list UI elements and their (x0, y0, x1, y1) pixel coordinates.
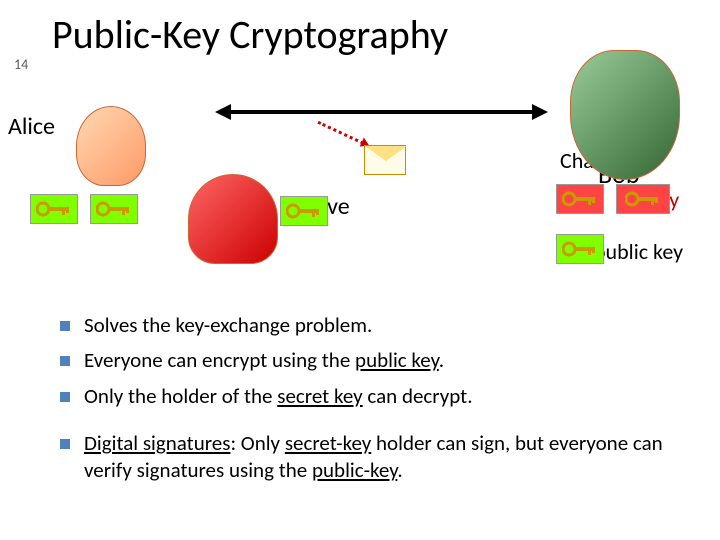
bullet-marker-icon (60, 392, 70, 402)
alice-key-icon-2 (90, 194, 138, 224)
eve-key-icon (280, 196, 328, 226)
bullet-text: Everyone can encrypt using the public ke… (84, 347, 444, 374)
communication-arrow (225, 110, 535, 114)
public-key-label: public key (594, 238, 683, 265)
eve-character (188, 174, 278, 264)
bullet-item: Solves the key-exchange problem. (60, 312, 680, 339)
alice-public-key-icon (30, 194, 78, 224)
alice-character (76, 106, 146, 186)
bullet-text: Digital signatures: Only secret-key hold… (84, 430, 680, 485)
bullet-item: Only the holder of the secret key can de… (60, 383, 680, 410)
slide-number: 14 (14, 56, 28, 73)
bullet-list: Solves the key-exchange problem. Everyone… (60, 312, 680, 492)
bob-character (570, 50, 680, 180)
eavesdrop-arrow (306, 121, 364, 169)
bullet-text: Only the holder of the secret key can de… (84, 383, 473, 410)
bullet-text: Solves the key-exchange problem. (84, 312, 372, 339)
bob-secret-key-icon-1 (556, 184, 604, 214)
message-envelope-icon (364, 145, 406, 175)
bullet-marker-icon (60, 321, 70, 331)
bob-public-key-icon (556, 234, 604, 264)
alice-label: Alice (8, 112, 55, 141)
arrow-head-right (532, 104, 548, 120)
bob-secret-key-icon-2 (616, 184, 670, 214)
bullet-marker-icon (60, 356, 70, 366)
bullet-item: Digital signatures: Only secret-key hold… (60, 430, 680, 485)
page-title: Public-Key Cryptography (52, 10, 448, 59)
arrow-head-left (215, 104, 231, 120)
bullet-marker-icon (60, 439, 70, 449)
bullet-item: Everyone can encrypt using the public ke… (60, 347, 680, 374)
